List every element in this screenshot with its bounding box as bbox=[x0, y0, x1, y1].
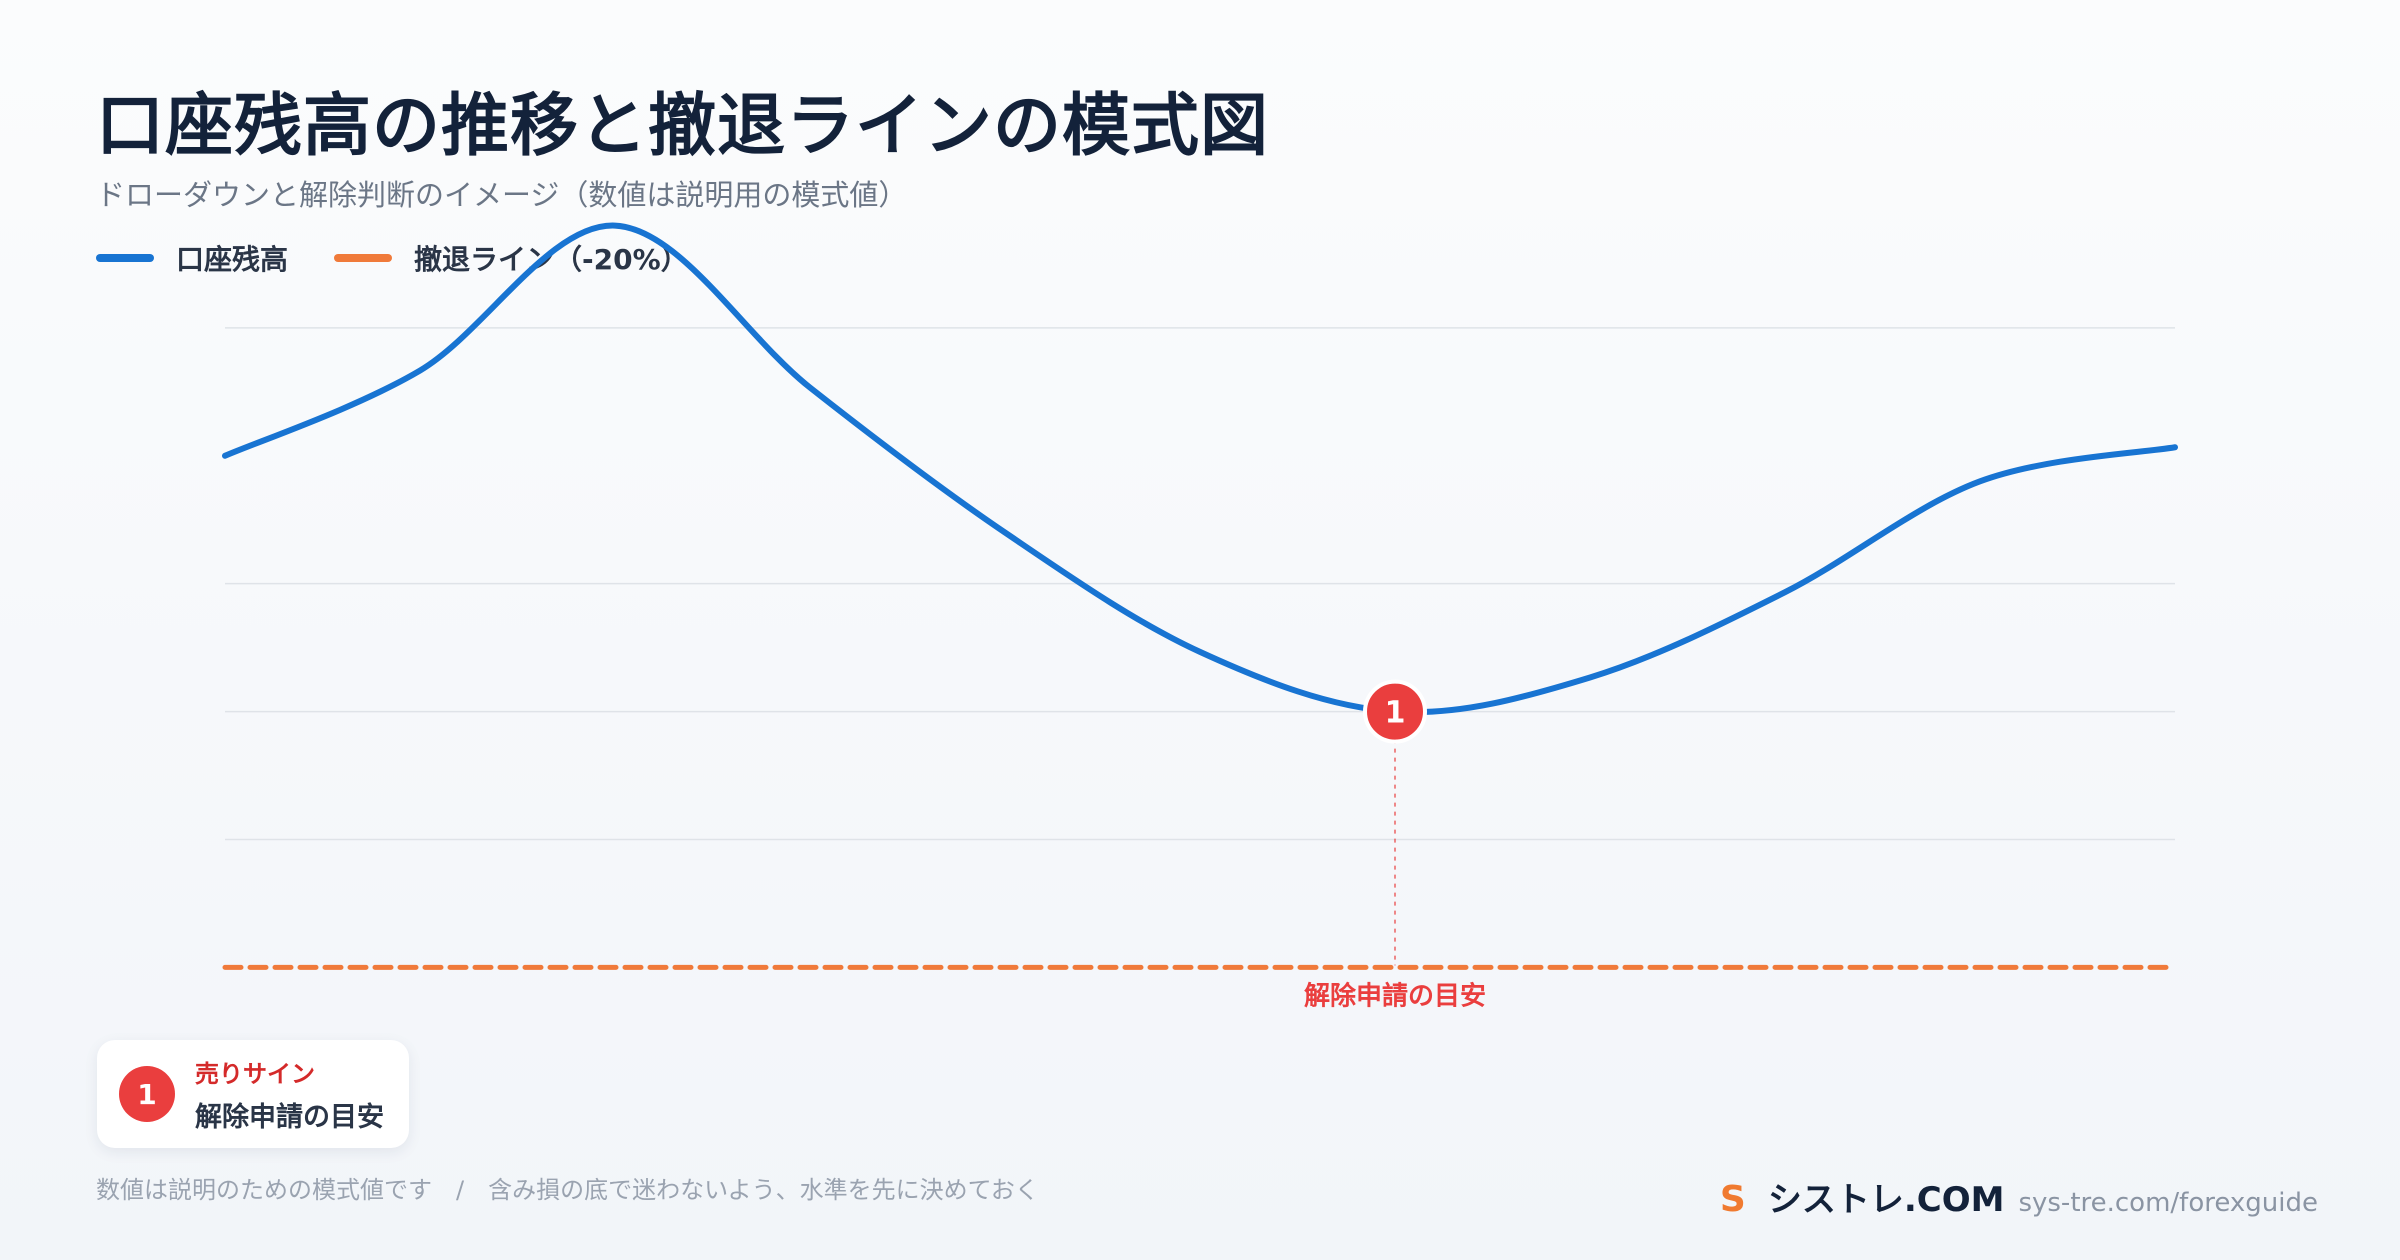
legend-item-balance: 口座残高 bbox=[96, 238, 288, 278]
page-subtitle: ドローダウンと解除判断のイメージ（数値は説明用の模式値） bbox=[96, 178, 908, 212]
annotation-marker-label-0: 1 bbox=[1385, 696, 1406, 731]
signal-note-card: 1 売りサイン 解除申請の目安 bbox=[97, 1040, 409, 1148]
signal-kind-label: 売りサイン bbox=[195, 1060, 315, 1088]
legend-swatch-balance bbox=[96, 254, 154, 262]
brand-logo-icon: S bbox=[1719, 1179, 1746, 1220]
page-title: 口座残高の推移と撤退ラインの模式図 bbox=[96, 87, 1270, 166]
legend-swatch-exit-line bbox=[334, 254, 393, 262]
footer-note: 数値は説明のための模式値です / 含み損の底で迷わないよう、水準を先に決めておく bbox=[96, 1176, 1039, 1204]
annotation-marker-0 bbox=[1363, 679, 1427, 744]
signal-note-text: 売りサイン 解除申請の目安 bbox=[195, 1054, 384, 1134]
balance-series-line bbox=[222, 222, 2178, 716]
signal-badge: 1 bbox=[119, 1066, 175, 1122]
signal-description: 解除申請の目安 bbox=[195, 1102, 384, 1133]
legend-label-exit-line: 撤退ライン（-20%） bbox=[414, 243, 689, 276]
annotation-text-0: 解除申請の目安 bbox=[1304, 980, 1486, 1011]
brand: S シストレ.COM sys-tre.com/forexguide bbox=[1720, 1172, 2318, 1221]
brand-name: シストレ.COM bbox=[1767, 1180, 2005, 1220]
legend-label-balance: 口座残高 bbox=[176, 243, 289, 276]
legend-item-exit-line: 撤退ライン（-20%） bbox=[334, 238, 689, 278]
chart-legend: 口座残高 撤退ライン（-20%） bbox=[96, 238, 689, 278]
brand-url[interactable]: sys-tre.com/forexguide bbox=[2018, 1188, 2318, 1218]
